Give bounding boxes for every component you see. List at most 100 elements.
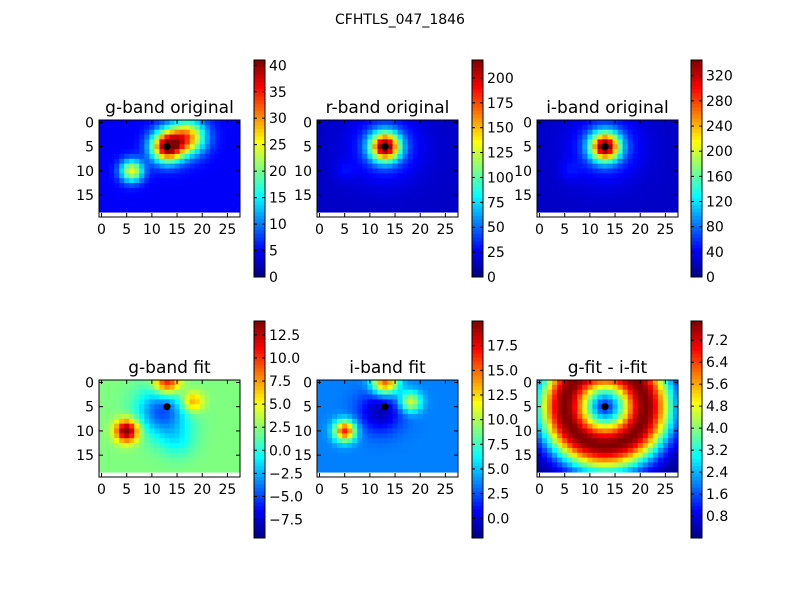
colorbar-tick-label: 200 [706, 144, 733, 160]
colorbar-tick-label: 4.0 [706, 421, 728, 437]
x-tick-label: 10 [143, 222, 161, 238]
colorbar: 0 5 10 15 20 25 30 35 40 [253, 58, 287, 286]
y-tick-label: 0 [303, 115, 312, 131]
x-tick-label: 0 [315, 482, 324, 498]
panel-title: i-band original [546, 98, 669, 118]
y-tick-label: 5 [303, 400, 312, 416]
x-tick-label: 15 [168, 482, 186, 498]
colorbar-tick-label: 5.6 [706, 377, 728, 393]
colorbar-tick-label: 35 [269, 85, 287, 101]
x-tick-label: 20 [411, 482, 429, 498]
colorbar-tick-label: 5 [269, 244, 278, 260]
x-tick-label: 25 [218, 222, 236, 238]
colorbar-tick-label: 12.5 [487, 388, 518, 404]
x-tick-label: 5 [122, 482, 131, 498]
colorbar-tick-label: 0 [706, 270, 715, 286]
y-tick-label: 15 [514, 188, 532, 204]
colorbar-frame [471, 320, 484, 539]
x-tick-label: 10 [361, 482, 379, 498]
colorbar-tick-label: 100 [487, 170, 514, 186]
x-tick-label: 25 [656, 482, 674, 498]
heatmap-image [317, 120, 459, 213]
colorbar-tick-label: 2.5 [487, 487, 509, 503]
colorbar-tick-label: 5.0 [269, 397, 291, 413]
x-tick-label: 20 [631, 482, 649, 498]
x-tick-label: 5 [340, 222, 349, 238]
colorbar-tick-label: 20 [269, 164, 287, 180]
panel-title: g-band original [105, 98, 234, 118]
y-tick-label: 15 [76, 448, 94, 464]
center-marker [163, 403, 171, 411]
x-tick-label: 5 [122, 222, 131, 238]
center-marker [381, 403, 389, 411]
colorbar-tick-label: 240 [706, 119, 733, 135]
x-tick-label: 0 [315, 222, 324, 238]
colorbar-tick-label: 320 [706, 69, 733, 85]
colorbar-tick-label: 1.6 [706, 487, 728, 503]
y-tick-label: 10 [294, 424, 312, 440]
y-tick-label: 5 [523, 140, 532, 156]
colorbar-tick-label: 4.8 [706, 399, 728, 415]
y-tick-label: 10 [514, 424, 532, 440]
colorbar-tick-label: 280 [706, 94, 733, 110]
colorbar-tick-label: 0.8 [706, 509, 728, 525]
x-tick-label: 5 [560, 482, 569, 498]
colorbar-tick-label: 125 [487, 146, 514, 162]
colorbar-tick-label: 25 [487, 245, 505, 261]
colorbar-tick-label: −5.0 [269, 489, 303, 505]
x-tick-label: 10 [581, 222, 599, 238]
colorbar: 0 40 80 120 160 200 240 280 320 [690, 59, 733, 286]
y-tick-label: 5 [303, 140, 312, 156]
colorbar: 0.0 2.5 5.0 7.5 10.0 12.5 15.0 17.5 [471, 320, 518, 539]
x-tick-label: 15 [168, 222, 186, 238]
x-tick-label: 25 [436, 222, 454, 238]
figure-title: CFHTLS_047_1846 [335, 12, 465, 28]
y-tick-label: 10 [514, 164, 532, 180]
colorbar-tick-label: 0.0 [487, 511, 509, 527]
heatmap-image [537, 120, 679, 213]
colorbar-tick-label: 0 [269, 270, 278, 286]
colorbar: 0.8 1.6 2.4 3.2 4.0 4.8 5.6 6.4 7.2 [690, 320, 728, 539]
x-tick-label: 10 [361, 222, 379, 238]
panel-title: i-band fit [349, 358, 426, 378]
x-tick-label: 5 [340, 482, 349, 498]
heatmap-image [537, 380, 679, 473]
x-tick-label: 0 [97, 222, 106, 238]
heatmap-image [99, 120, 241, 213]
x-tick-label: 15 [386, 482, 404, 498]
x-tick-label: 20 [411, 222, 429, 238]
colorbar-tick-label: −7.5 [269, 513, 303, 529]
colorbar-tick-label: 75 [487, 195, 505, 211]
x-tick-label: 20 [193, 482, 211, 498]
axes-frame [98, 119, 241, 218]
colorbar-tick-label: 12.5 [269, 328, 300, 344]
colorbar-tick-label: 175 [487, 96, 514, 112]
center-marker [601, 143, 609, 151]
colorbar: 0 25 50 75 100 125 150 175 200 [471, 59, 514, 286]
colorbar-tick-label: 7.5 [269, 374, 291, 390]
panel-title: r-band original [326, 98, 450, 118]
axes-frame [98, 379, 241, 478]
colorbar: −7.5 −5.0 −2.5 0.0 2.5 5.0 7.5 10.0 12.5 [253, 320, 303, 539]
colorbar-tick-label: 80 [706, 220, 724, 236]
axes-frame [536, 379, 679, 478]
colorbar-tick-label: 15 [269, 191, 287, 207]
x-tick-label: 0 [535, 222, 544, 238]
x-tick-label: 0 [97, 482, 106, 498]
colorbar-tick-label: 200 [487, 71, 514, 87]
colorbar-tick-label: 17.5 [487, 339, 518, 355]
y-tick-label: 5 [85, 140, 94, 156]
y-tick-label: 15 [514, 448, 532, 464]
y-tick-label: 15 [76, 188, 94, 204]
colorbar-tick-label: 30 [269, 111, 287, 127]
y-tick-label: 15 [294, 448, 312, 464]
x-tick-label: 15 [606, 222, 624, 238]
y-tick-label: 0 [85, 375, 94, 391]
center-marker [601, 403, 609, 411]
y-tick-label: 5 [85, 400, 94, 416]
